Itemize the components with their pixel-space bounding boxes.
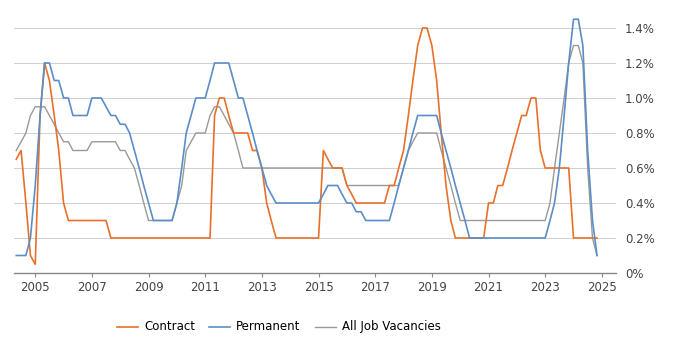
Permanent	[12, 253, 20, 258]
All Job Vacancies	[182, 148, 190, 153]
All Job Vacancies	[267, 166, 275, 170]
Permanent	[593, 253, 601, 258]
All Job Vacancies	[121, 148, 130, 153]
All Job Vacancies	[50, 122, 58, 126]
Permanent	[17, 253, 25, 258]
Line: All Job Vacancies: All Job Vacancies	[16, 46, 597, 256]
All Job Vacancies	[347, 183, 356, 188]
Contract	[125, 236, 134, 240]
All Job Vacancies	[569, 43, 577, 48]
Line: Contract: Contract	[16, 28, 597, 264]
Contract	[55, 148, 63, 153]
Permanent	[267, 192, 275, 196]
Permanent	[121, 122, 130, 126]
Contract	[17, 148, 25, 153]
Contract	[187, 236, 195, 240]
Contract	[31, 262, 39, 266]
Legend: Contract, Permanent, All Job Vacancies: Contract, Permanent, All Job Vacancies	[112, 316, 446, 338]
Contract	[352, 201, 361, 205]
Contract	[419, 26, 427, 30]
All Job Vacancies	[593, 253, 601, 258]
Permanent	[50, 78, 58, 83]
All Job Vacancies	[12, 148, 20, 153]
Permanent	[182, 131, 190, 135]
Permanent	[347, 201, 356, 205]
Contract	[12, 157, 20, 161]
Contract	[272, 236, 280, 240]
Line: Permanent: Permanent	[16, 19, 597, 255]
All Job Vacancies	[17, 140, 25, 144]
Permanent	[569, 17, 577, 21]
Contract	[593, 236, 601, 240]
